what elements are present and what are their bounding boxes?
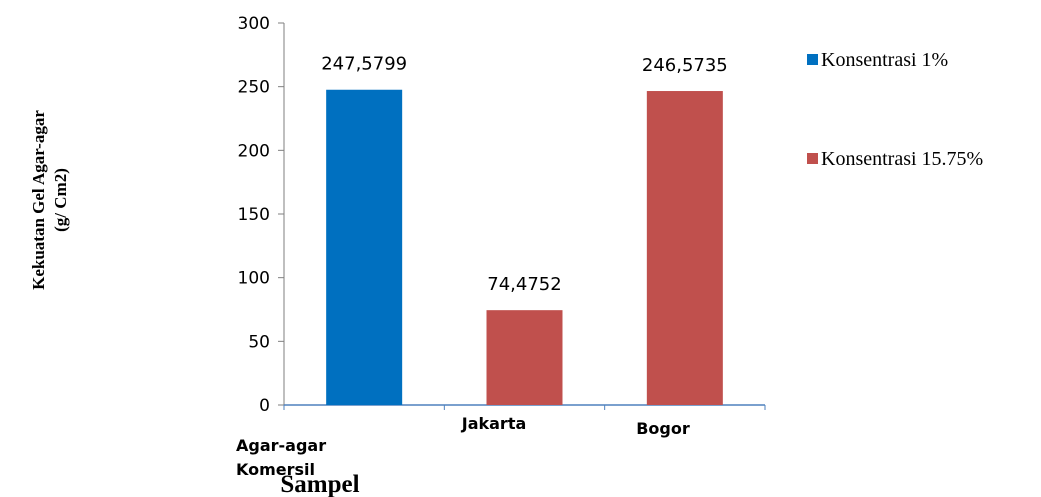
- y-axis-title: Kekuatan Gel Agar-agar (g/ Cm2): [29, 110, 70, 290]
- y-axis-title-line: Kekuatan Gel Agar-agar: [29, 110, 48, 290]
- category-labels: Agar-agar Komersil Jakarta Bogor: [236, 414, 690, 479]
- data-labels: 247,5799 74,4752 246,5735: [321, 54, 728, 295]
- category-label: Jakarta: [461, 414, 527, 433]
- y-tick-label: 50: [248, 332, 270, 352]
- category-label: Agar-agar: [236, 436, 326, 455]
- y-tick-label: 150: [238, 205, 270, 225]
- bar: [326, 89, 403, 405]
- legend: Konsentrasi 1% Konsentrasi 15.75%: [807, 49, 983, 170]
- legend-label: Konsentrasi 1%: [821, 49, 948, 71]
- y-axis-title-line: (g/ Cm2): [51, 168, 70, 232]
- x-axis-title: Sampel: [280, 471, 359, 497]
- data-label: 74,4752: [487, 274, 561, 295]
- legend-label: Konsentrasi 15.75%: [821, 148, 983, 170]
- y-tick-label: 300: [238, 14, 270, 34]
- bars: [326, 89, 723, 405]
- bar: [486, 310, 563, 405]
- bar: [646, 91, 723, 405]
- category-label: Bogor: [636, 419, 690, 438]
- legend-swatch: [807, 54, 818, 65]
- y-tick-label: 250: [238, 78, 270, 98]
- y-axis: 0 50 100 150 200 250 300: [238, 14, 285, 416]
- y-tick-label: 0: [259, 396, 270, 416]
- category-label: Komersil: [236, 460, 315, 479]
- data-label: 247,5799: [321, 54, 407, 75]
- data-label: 246,5735: [642, 55, 728, 76]
- y-tick-label: 200: [238, 141, 270, 161]
- legend-swatch: [807, 153, 818, 164]
- x-axis: [283, 404, 766, 410]
- y-tick-label: 100: [238, 269, 270, 289]
